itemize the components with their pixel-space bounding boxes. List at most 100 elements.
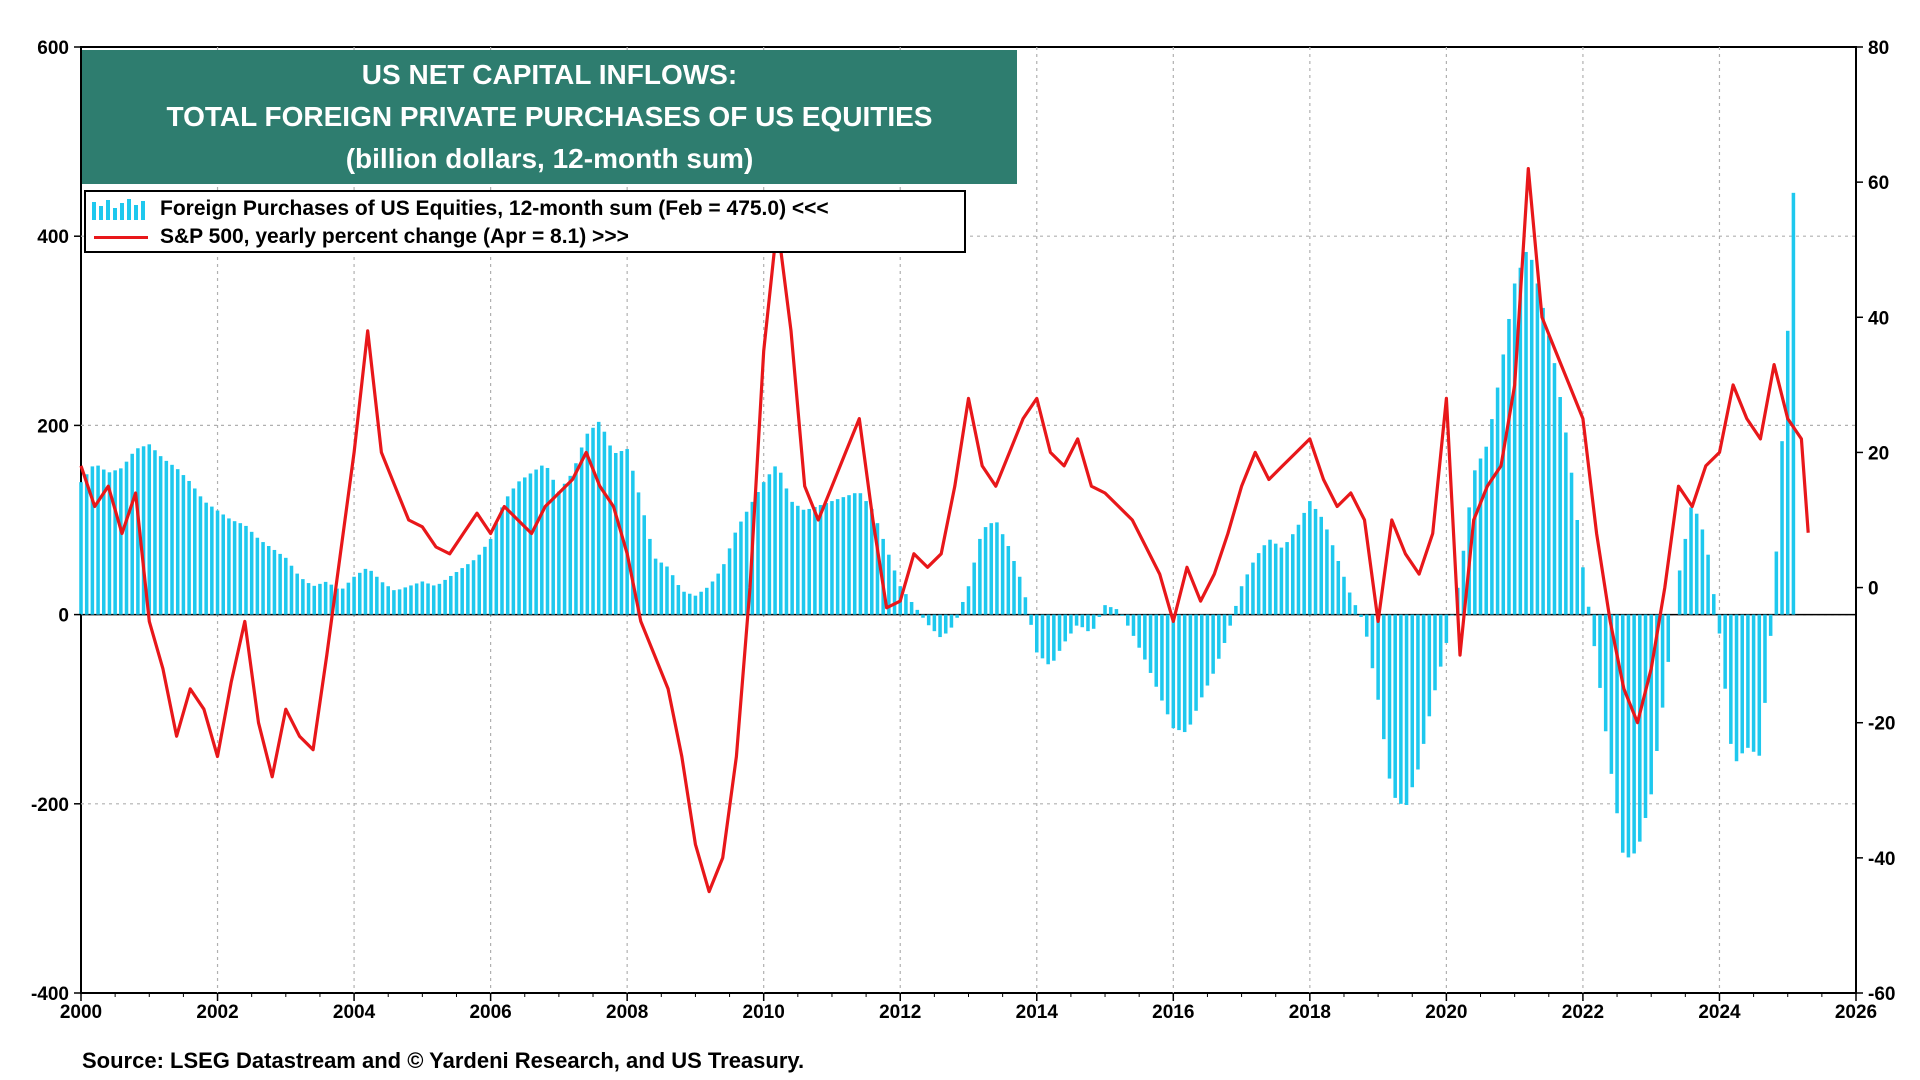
title-line-2: TOTAL FOREIGN PRIVATE PURCHASES OF US EQ… <box>166 101 933 132</box>
bar <box>1512 283 1517 615</box>
bar <box>1222 614 1227 643</box>
bar <box>1279 547 1284 615</box>
bar <box>761 482 766 615</box>
bar <box>642 515 646 615</box>
bar <box>1541 307 1545 615</box>
bar <box>1666 614 1671 662</box>
y-right-tick-label: -60 <box>1868 984 1895 1005</box>
bar <box>141 446 146 615</box>
bar <box>1199 614 1204 698</box>
bar <box>614 452 618 615</box>
bar <box>1495 387 1500 615</box>
bar <box>1450 614 1454 616</box>
bar <box>1683 538 1688 615</box>
bar <box>892 570 897 615</box>
bar <box>1581 567 1585 615</box>
bar <box>1547 335 1551 615</box>
bar <box>1330 545 1335 615</box>
bar <box>807 508 811 615</box>
y-right-tick-label: -20 <box>1868 714 1895 735</box>
bar <box>301 579 305 615</box>
bar <box>1319 516 1323 615</box>
bar <box>494 523 499 615</box>
bar <box>431 585 436 615</box>
y-left-tick-label: 600 <box>37 38 69 59</box>
bar <box>1120 614 1124 616</box>
bar <box>312 585 317 615</box>
bar <box>483 546 487 615</box>
bar <box>1080 614 1085 628</box>
bar <box>113 470 117 615</box>
legend-line-label: S&P 500, yearly percent change (Apr = 8.… <box>160 225 629 248</box>
bar <box>369 570 373 615</box>
legend-item-line: S&P 500, yearly percent change (Apr = 8.… <box>92 223 629 251</box>
y-right-tick-label: 60 <box>1868 173 1889 194</box>
y-left-tick-label: 200 <box>37 416 69 437</box>
bar <box>1416 614 1420 770</box>
bar <box>522 477 527 615</box>
bar <box>1575 520 1579 615</box>
bar <box>1040 614 1045 659</box>
bar <box>454 572 459 615</box>
bar <box>403 587 408 615</box>
bar <box>1609 614 1614 774</box>
bar <box>665 566 669 615</box>
bar <box>1655 614 1659 751</box>
bar <box>1137 614 1141 648</box>
y-right-tick-label: 20 <box>1868 443 1889 464</box>
bar <box>1518 267 1523 615</box>
bar <box>693 595 698 615</box>
bar <box>1302 512 1306 615</box>
bar <box>682 591 686 615</box>
bar <box>90 466 95 615</box>
bar <box>813 506 817 615</box>
bar <box>471 560 476 615</box>
y-left-tick-label: -200 <box>31 795 69 816</box>
bar <box>1091 614 1096 629</box>
bar <box>409 585 413 615</box>
bar <box>1649 614 1653 795</box>
bar <box>511 488 516 615</box>
bar <box>989 523 994 615</box>
bar <box>488 538 493 615</box>
y-right-tick-label: -40 <box>1868 849 1895 870</box>
bar <box>875 523 880 615</box>
bar <box>648 538 652 615</box>
bar <box>1507 318 1511 615</box>
x-tick-label: 2020 <box>1425 1002 1467 1023</box>
bar <box>1194 614 1198 711</box>
bar <box>1023 597 1028 615</box>
bar <box>500 507 504 615</box>
bar <box>557 491 561 615</box>
bar <box>1148 614 1153 673</box>
legend-line-swatch <box>92 226 150 248</box>
bar <box>130 453 134 615</box>
bar <box>136 448 140 615</box>
bar <box>1734 614 1739 762</box>
bar <box>215 510 220 615</box>
bar <box>926 614 931 626</box>
bar <box>1620 614 1625 853</box>
bar <box>1074 614 1079 626</box>
bar <box>261 542 265 615</box>
bar <box>1461 550 1466 615</box>
bar <box>466 564 470 615</box>
bar <box>568 475 573 615</box>
bar <box>625 449 629 615</box>
bar <box>1717 614 1722 634</box>
bars-series <box>79 192 1796 858</box>
bar <box>1706 554 1710 615</box>
bar <box>1751 614 1756 752</box>
chart-title: US NET CAPITAL INFLOWS: TOTAL FOREIGN PR… <box>82 50 1017 184</box>
bar <box>1558 397 1562 615</box>
bar <box>1217 614 1221 659</box>
bar <box>1444 614 1449 643</box>
x-tick-label: 2008 <box>606 1002 648 1023</box>
bar <box>796 505 800 615</box>
bar <box>887 554 891 615</box>
bar <box>363 568 368 615</box>
bar <box>193 488 197 615</box>
bar <box>1376 614 1380 700</box>
bar <box>1000 534 1005 615</box>
bar <box>1421 614 1426 744</box>
